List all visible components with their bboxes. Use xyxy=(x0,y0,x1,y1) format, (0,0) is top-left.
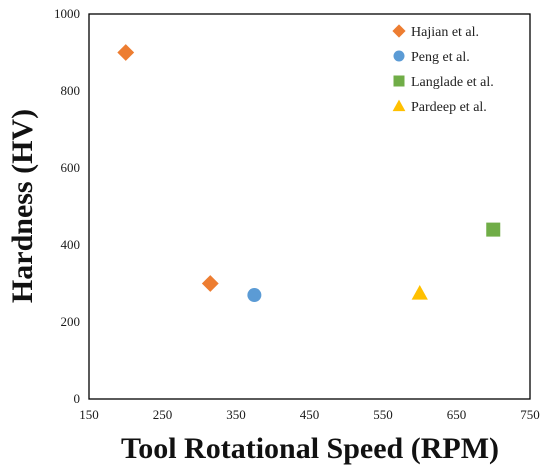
x-tick-label: 650 xyxy=(447,407,467,422)
x-tick-label: 150 xyxy=(79,407,99,422)
y-tick-label: 600 xyxy=(61,160,81,175)
y-axis-title: Hardness (HV) xyxy=(6,109,39,303)
legend-marker xyxy=(393,50,405,62)
legend-marker xyxy=(392,24,406,38)
legend: Hajian et al. Peng et al. Langlade et al. P… xyxy=(392,24,494,115)
x-axis-title: Tool Rotational Speed (RPM) xyxy=(121,432,499,465)
x-tick-label: 350 xyxy=(226,407,246,422)
data-point xyxy=(117,44,135,61)
data-point xyxy=(247,288,262,303)
y-tick-label: 400 xyxy=(61,237,81,252)
legend-marker xyxy=(392,99,406,112)
plot-area-frame xyxy=(88,13,531,400)
legend-label: Langlade et al. xyxy=(411,75,494,90)
x-tick-label: 250 xyxy=(153,407,173,422)
y-tick-label: 1000 xyxy=(54,6,80,21)
x-tick-label: 750 xyxy=(520,407,540,422)
legend-label: Peng et al. xyxy=(411,50,470,65)
x-tick-label: 550 xyxy=(373,407,393,422)
legend-label: Hajian et al. xyxy=(411,25,479,40)
data-point xyxy=(486,222,501,237)
legend-label: Pardeep et al. xyxy=(411,100,487,115)
x-tick-label: 450 xyxy=(300,407,320,422)
data-point xyxy=(411,285,428,300)
y-tick-label: 800 xyxy=(61,83,81,98)
data-point xyxy=(201,275,219,292)
data-points xyxy=(117,44,501,303)
y-tick-labels: 0 200 400 600 800 1000 xyxy=(54,6,80,406)
x-tick-labels: 150 250 350 450 550 650 750 xyxy=(79,407,540,422)
y-tick-label: 0 xyxy=(74,391,81,406)
legend-marker xyxy=(393,75,405,87)
y-tick-label: 200 xyxy=(61,314,81,329)
